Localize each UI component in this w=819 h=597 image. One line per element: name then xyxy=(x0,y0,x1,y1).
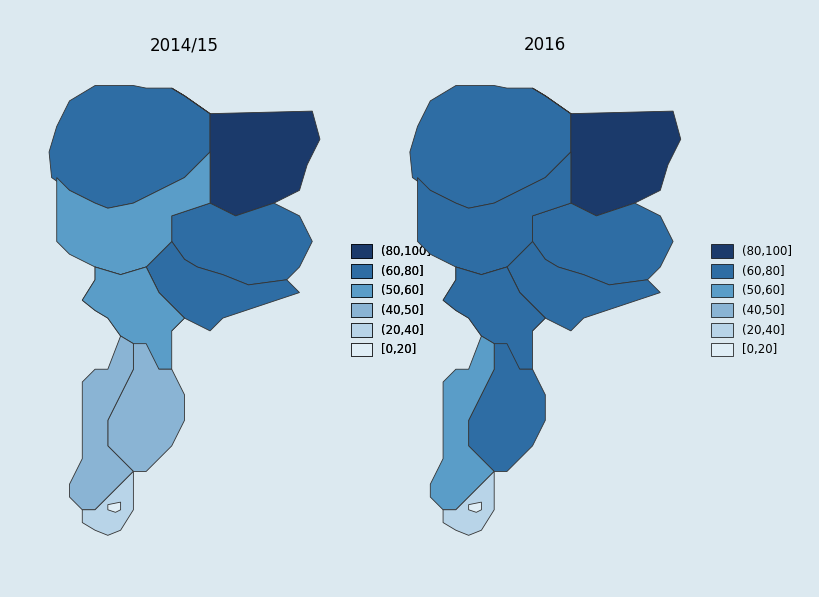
Polygon shape xyxy=(82,267,184,344)
Polygon shape xyxy=(70,336,133,510)
Polygon shape xyxy=(108,502,120,512)
Polygon shape xyxy=(532,203,672,285)
Legend: (80,100], (60,80], (50,60], (40,50], (20,40], [0,20]: (80,100], (60,80], (50,60], (40,50], (20… xyxy=(348,242,433,359)
Polygon shape xyxy=(171,203,312,285)
Polygon shape xyxy=(468,502,481,512)
Polygon shape xyxy=(82,472,133,536)
Polygon shape xyxy=(171,88,319,216)
Legend: (80,100], (60,80], (50,60], (40,50], (20,40], [0,20]: (80,100], (60,80], (50,60], (40,50], (20… xyxy=(708,242,794,359)
Polygon shape xyxy=(146,241,299,331)
Polygon shape xyxy=(430,336,494,510)
Polygon shape xyxy=(468,344,545,472)
Polygon shape xyxy=(442,267,545,369)
Polygon shape xyxy=(506,241,659,331)
Title: 2016: 2016 xyxy=(523,36,566,54)
Polygon shape xyxy=(442,267,545,344)
Polygon shape xyxy=(410,85,570,208)
Polygon shape xyxy=(57,152,210,275)
Title: 2014/15: 2014/15 xyxy=(150,36,219,54)
Polygon shape xyxy=(108,344,184,472)
Polygon shape xyxy=(442,472,494,536)
Polygon shape xyxy=(532,88,680,216)
Polygon shape xyxy=(417,152,570,275)
Polygon shape xyxy=(49,85,210,208)
Polygon shape xyxy=(82,267,184,369)
